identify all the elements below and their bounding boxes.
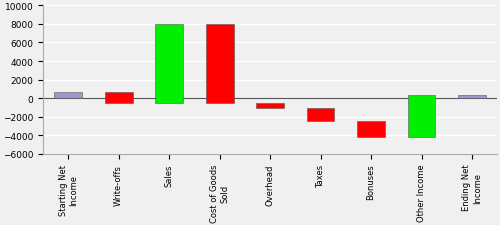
Bar — [54, 92, 82, 99]
Bar — [408, 96, 436, 138]
Bar — [156, 25, 183, 104]
Bar — [256, 104, 284, 109]
Bar — [357, 122, 385, 138]
Bar — [458, 96, 486, 99]
Bar — [105, 92, 132, 104]
Bar — [206, 25, 234, 104]
Bar — [306, 109, 334, 122]
